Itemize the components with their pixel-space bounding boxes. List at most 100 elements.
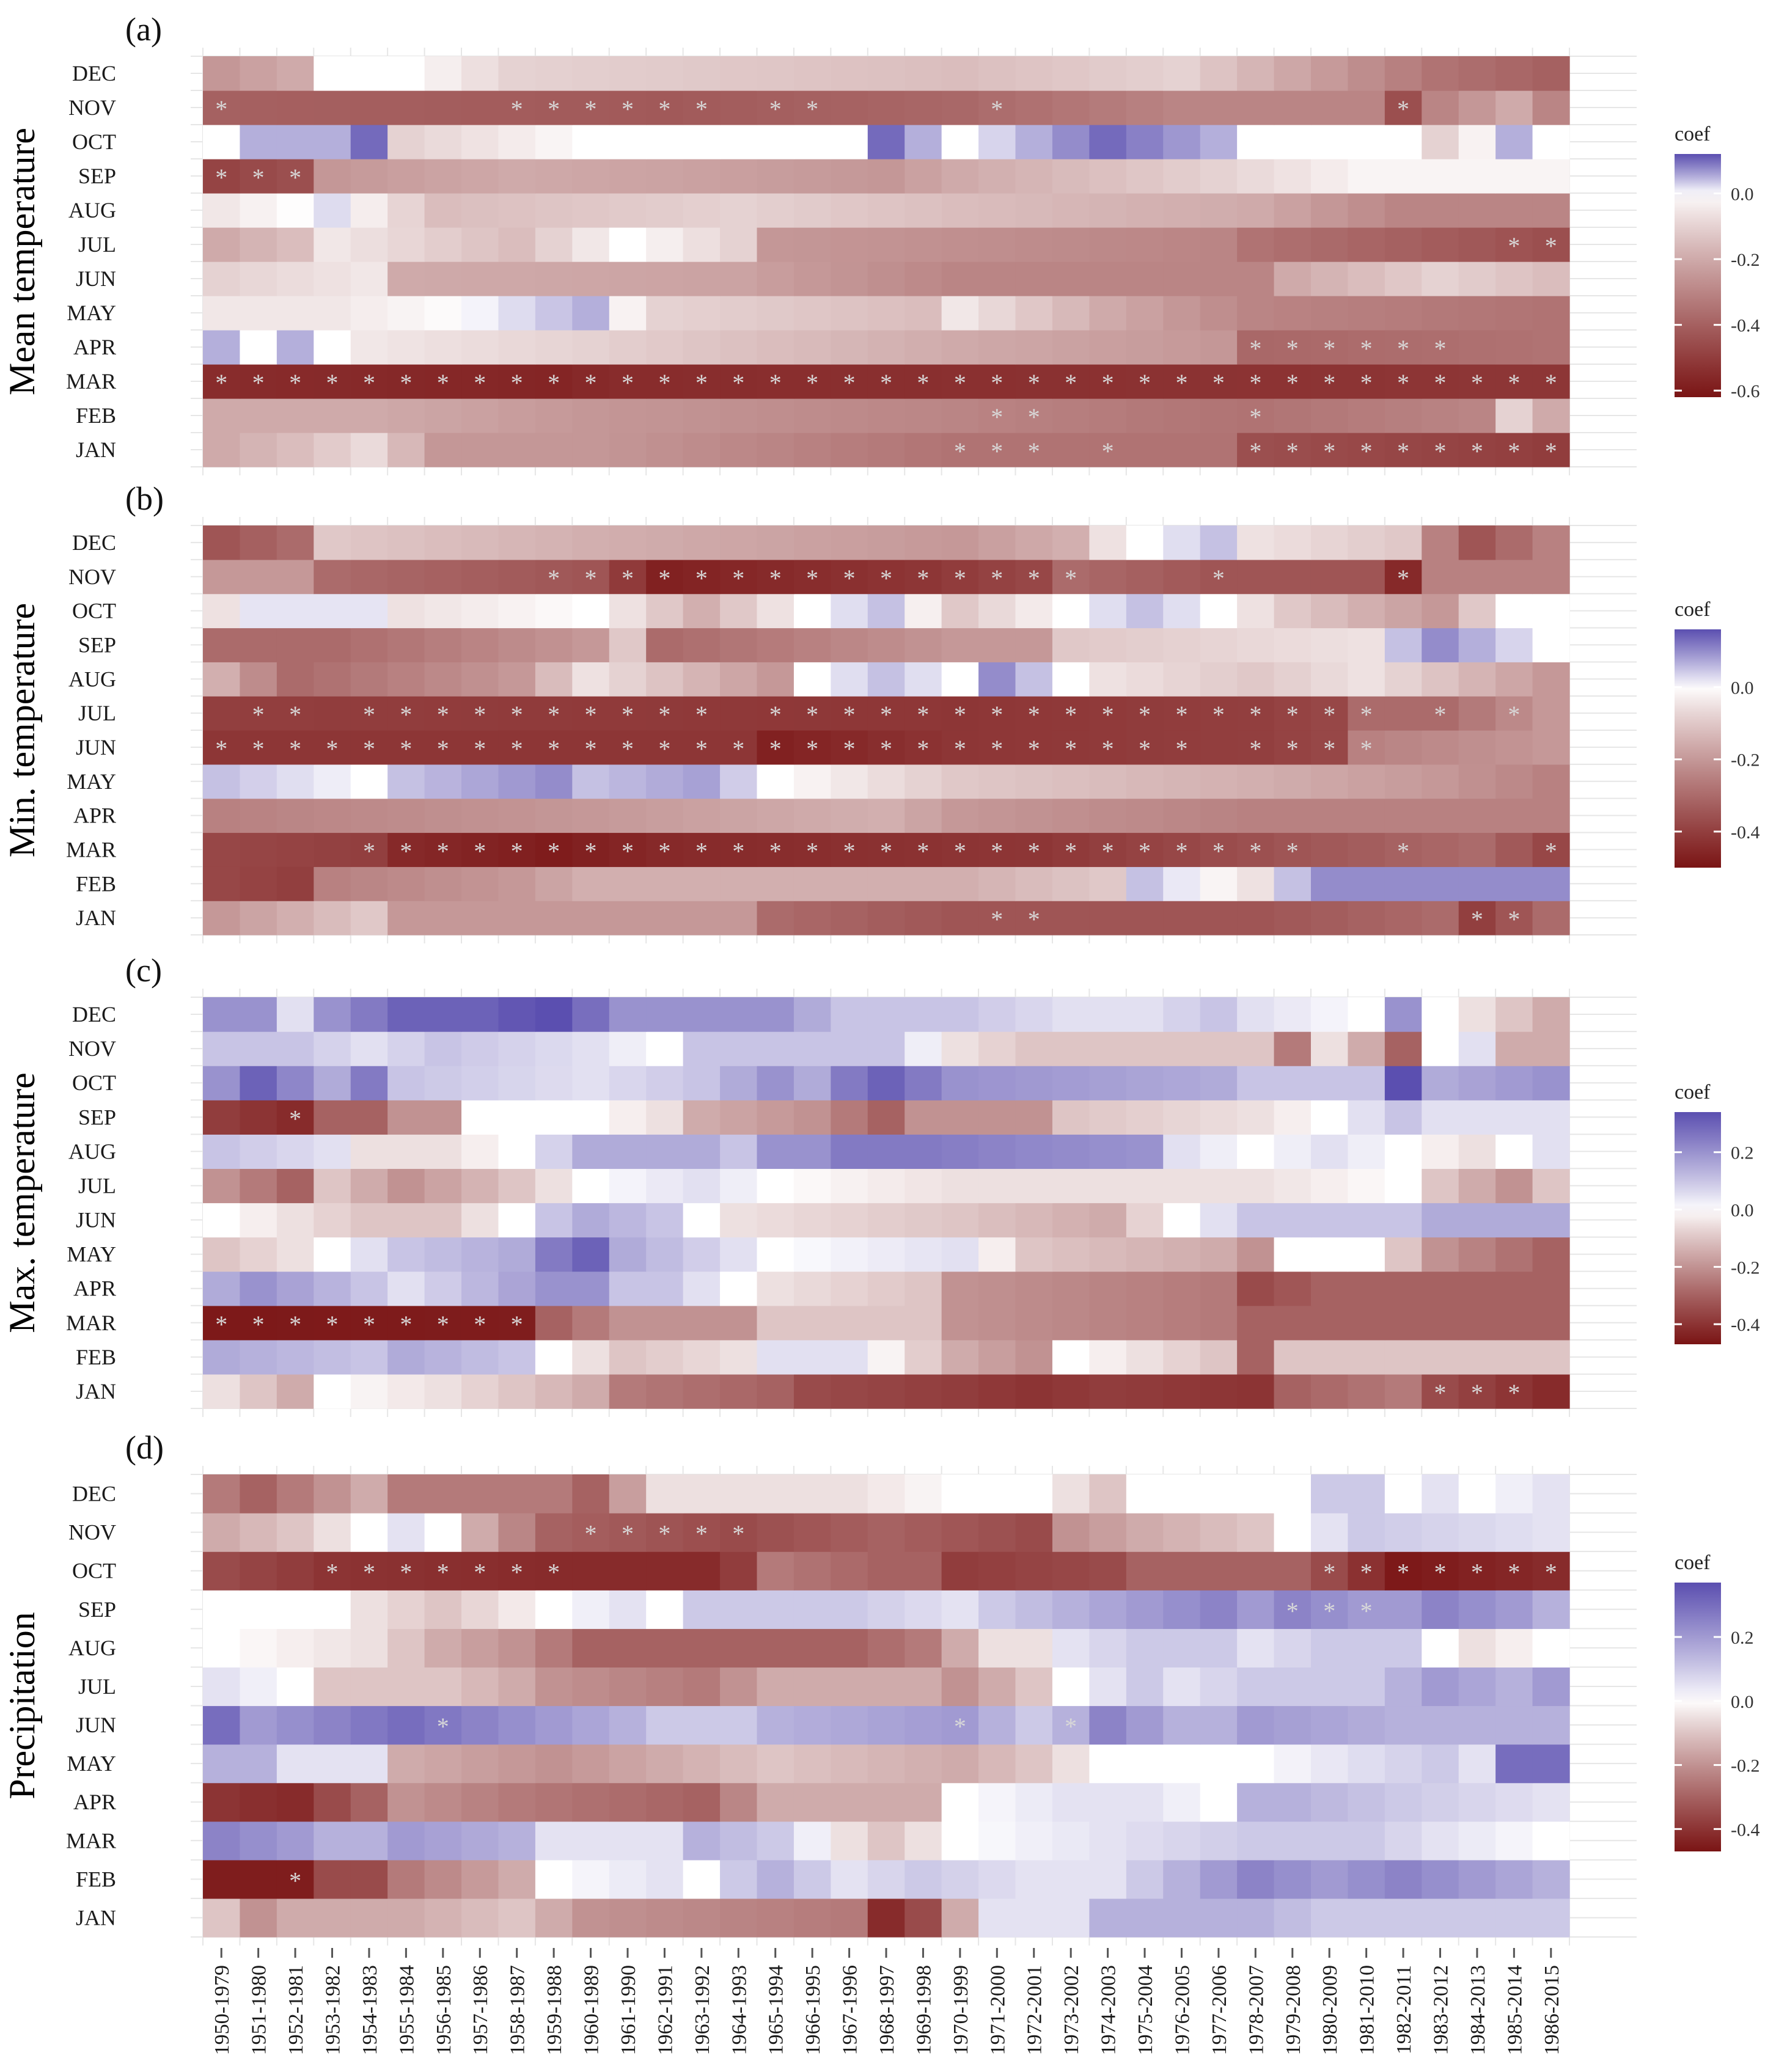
- heatmap-cell: [1458, 1134, 1496, 1170]
- heatmap-cell: [1163, 433, 1201, 467]
- month-label: DEC: [72, 1002, 116, 1027]
- heatmap-cell: [314, 1782, 351, 1822]
- heatmap-cell: [1532, 1100, 1570, 1135]
- heatmap-cell: [387, 628, 425, 662]
- heatmap-cell: [276, 1305, 314, 1341]
- heatmap-cell: [498, 1066, 536, 1100]
- month-label: JUN: [76, 266, 116, 291]
- significance-star: *: [511, 735, 523, 763]
- heatmap-cell: [1237, 1898, 1275, 1938]
- heatmap-cell: [314, 125, 351, 159]
- heatmap-cell: [1200, 730, 1238, 765]
- heatmap-cell: [1052, 1031, 1090, 1066]
- heatmap-cell: [314, 1066, 351, 1100]
- heatmap-cell: [1126, 730, 1164, 765]
- heatmap-cell: [498, 696, 536, 731]
- heatmap-cell: [572, 1590, 610, 1629]
- heatmap-cell: [1274, 398, 1312, 433]
- significance-star: *: [1028, 906, 1040, 933]
- heatmap-cell: [314, 1374, 351, 1409]
- heatmap-cell: [978, 1031, 1016, 1066]
- heatmap-cell: [203, 866, 241, 901]
- heatmap-cell: [867, 1031, 905, 1066]
- heatmap-cell: [1274, 227, 1312, 262]
- heatmap-cell: [720, 1237, 758, 1272]
- heatmap-cell: [276, 1271, 314, 1306]
- heatmap-cell: [240, 1859, 277, 1899]
- heatmap-cell: [350, 866, 388, 901]
- heatmap-cell: [498, 330, 536, 365]
- heatmap-cell: [1384, 433, 1422, 467]
- heatmap-cell: [203, 798, 241, 833]
- significance-star: *: [437, 1559, 449, 1586]
- heatmap-cell: [1237, 1305, 1275, 1341]
- heatmap-cell: [1532, 525, 1570, 560]
- heatmap-cell: [1126, 1305, 1164, 1341]
- heatmap-cell: [646, 997, 684, 1032]
- heatmap-cell: [1089, 832, 1127, 867]
- heatmap-cell: [1200, 901, 1238, 935]
- heatmap-cell: [1532, 1744, 1570, 1784]
- heatmap-cell: [978, 1203, 1016, 1238]
- heatmap-cell: [535, 593, 573, 629]
- heatmap-cell: [757, 193, 794, 228]
- heatmap-cell: [646, 398, 684, 433]
- heatmap-cell: [1422, 696, 1459, 731]
- heatmap-cell: [867, 1551, 905, 1591]
- heatmap-cell: [572, 901, 610, 935]
- heatmap-cell: [424, 125, 462, 159]
- heatmap-cell: [387, 1551, 425, 1591]
- heatmap-cell: [1052, 730, 1090, 765]
- heatmap-cell: [387, 997, 425, 1032]
- heatmap-cell: [1274, 1271, 1312, 1306]
- heatmap-cell: [646, 193, 684, 228]
- heatmap-cell: [1015, 262, 1053, 296]
- heatmap-cell: [203, 1100, 241, 1135]
- legend-title: coef: [1675, 598, 1711, 621]
- heatmap-cell: [276, 227, 314, 262]
- heatmap-cell: [757, 1628, 794, 1668]
- heatmap-cell: [1532, 1474, 1570, 1514]
- heatmap-cell: [1163, 1628, 1201, 1668]
- heatmap-cell: [1495, 1551, 1533, 1591]
- significance-star: *: [511, 1311, 523, 1338]
- heatmap-cell: [240, 1744, 277, 1784]
- heatmap-cell: [424, 159, 462, 194]
- heatmap-cell: [1384, 1066, 1422, 1100]
- heatmap-cell: [1274, 901, 1312, 935]
- heatmap-cell: [646, 628, 684, 662]
- heatmap-cell: [1052, 398, 1090, 433]
- heatmap-cell: [1163, 1898, 1201, 1938]
- heatmap-cell: [1089, 56, 1127, 91]
- heatmap-cell: [1237, 433, 1275, 467]
- heatmap-cell: [793, 593, 831, 629]
- heatmap-cell: [461, 193, 499, 228]
- heatmap-cell: [1089, 433, 1127, 467]
- heatmap-cell: [461, 593, 499, 629]
- heatmap-cell: [683, 296, 721, 331]
- significance-star: *: [1249, 335, 1261, 362]
- heatmap-cell: [1495, 662, 1533, 697]
- heatmap-cell: [1274, 1590, 1312, 1629]
- heatmap-cell: [978, 696, 1016, 731]
- heatmap-cell: [276, 90, 314, 125]
- heatmap-cell: [646, 1031, 684, 1066]
- heatmap-cell: [1052, 1859, 1090, 1899]
- heatmap-cell: [1532, 730, 1570, 765]
- heatmap-cell: [609, 262, 647, 296]
- heatmap-cell: [1200, 1474, 1238, 1514]
- heatmap-cell: [1458, 433, 1496, 467]
- significance-star: *: [1286, 837, 1299, 865]
- heatmap-cell: [1089, 593, 1127, 629]
- heatmap-cell: [1310, 262, 1348, 296]
- heatmap-cell: [498, 832, 536, 867]
- heatmap-cell: [1126, 832, 1164, 867]
- significance-star: *: [585, 701, 597, 728]
- heatmap-cell: [461, 798, 499, 833]
- heatmap-cell: [867, 1374, 905, 1409]
- heatmap-cell: [498, 1134, 536, 1170]
- heatmap-cell: [240, 1590, 277, 1629]
- heatmap-cell: [1495, 1474, 1533, 1514]
- significance-star: *: [400, 837, 412, 865]
- significance-star: *: [1028, 735, 1040, 763]
